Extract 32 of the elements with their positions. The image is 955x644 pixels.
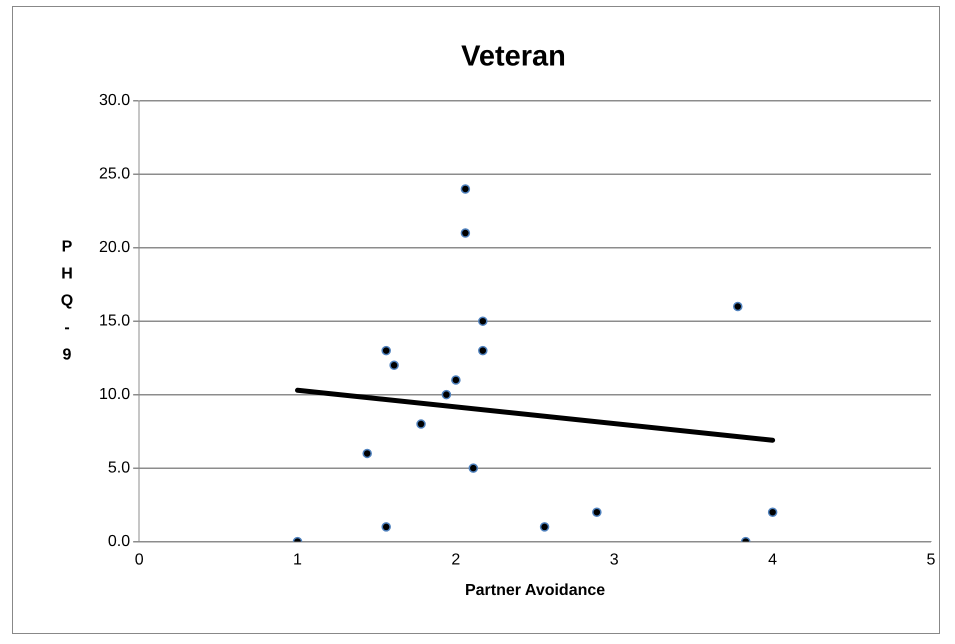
- point: [381, 522, 391, 532]
- point: [478, 316, 488, 326]
- x-tick-label: 3: [610, 552, 619, 569]
- y-tick-label: 5.0: [108, 460, 130, 477]
- point: [468, 463, 478, 473]
- point: [478, 346, 488, 356]
- chart-title: Veteran: [461, 40, 566, 72]
- point: [362, 448, 372, 458]
- x-tick-label: 4: [768, 552, 778, 569]
- y-tick-label: 20.0: [99, 239, 130, 256]
- x-tick-label: 1: [293, 552, 302, 569]
- y-tick-label: 15.0: [99, 312, 130, 330]
- point: [442, 390, 452, 400]
- point: [460, 184, 470, 194]
- x-tick-label: 2: [451, 552, 460, 569]
- y-tick-label: 25.0: [99, 166, 130, 183]
- point: [592, 507, 602, 517]
- point: [768, 507, 778, 517]
- x-tick-label: 0: [134, 552, 144, 569]
- y-tick-label: 0.0: [108, 533, 130, 550]
- point: [540, 522, 550, 532]
- x-axis-title: Partner Avoidance: [464, 582, 606, 599]
- y-tick-label: 10.0: [99, 386, 130, 404]
- y-tick-label: 30.0: [99, 92, 130, 110]
- point: [451, 375, 461, 385]
- point: [733, 302, 743, 312]
- y-axis-title: PHQ-9: [60, 238, 74, 364]
- point: [460, 228, 470, 238]
- point: [381, 346, 391, 356]
- x-tick-label: 5: [926, 552, 936, 569]
- point: [416, 419, 426, 429]
- point: [389, 360, 399, 370]
